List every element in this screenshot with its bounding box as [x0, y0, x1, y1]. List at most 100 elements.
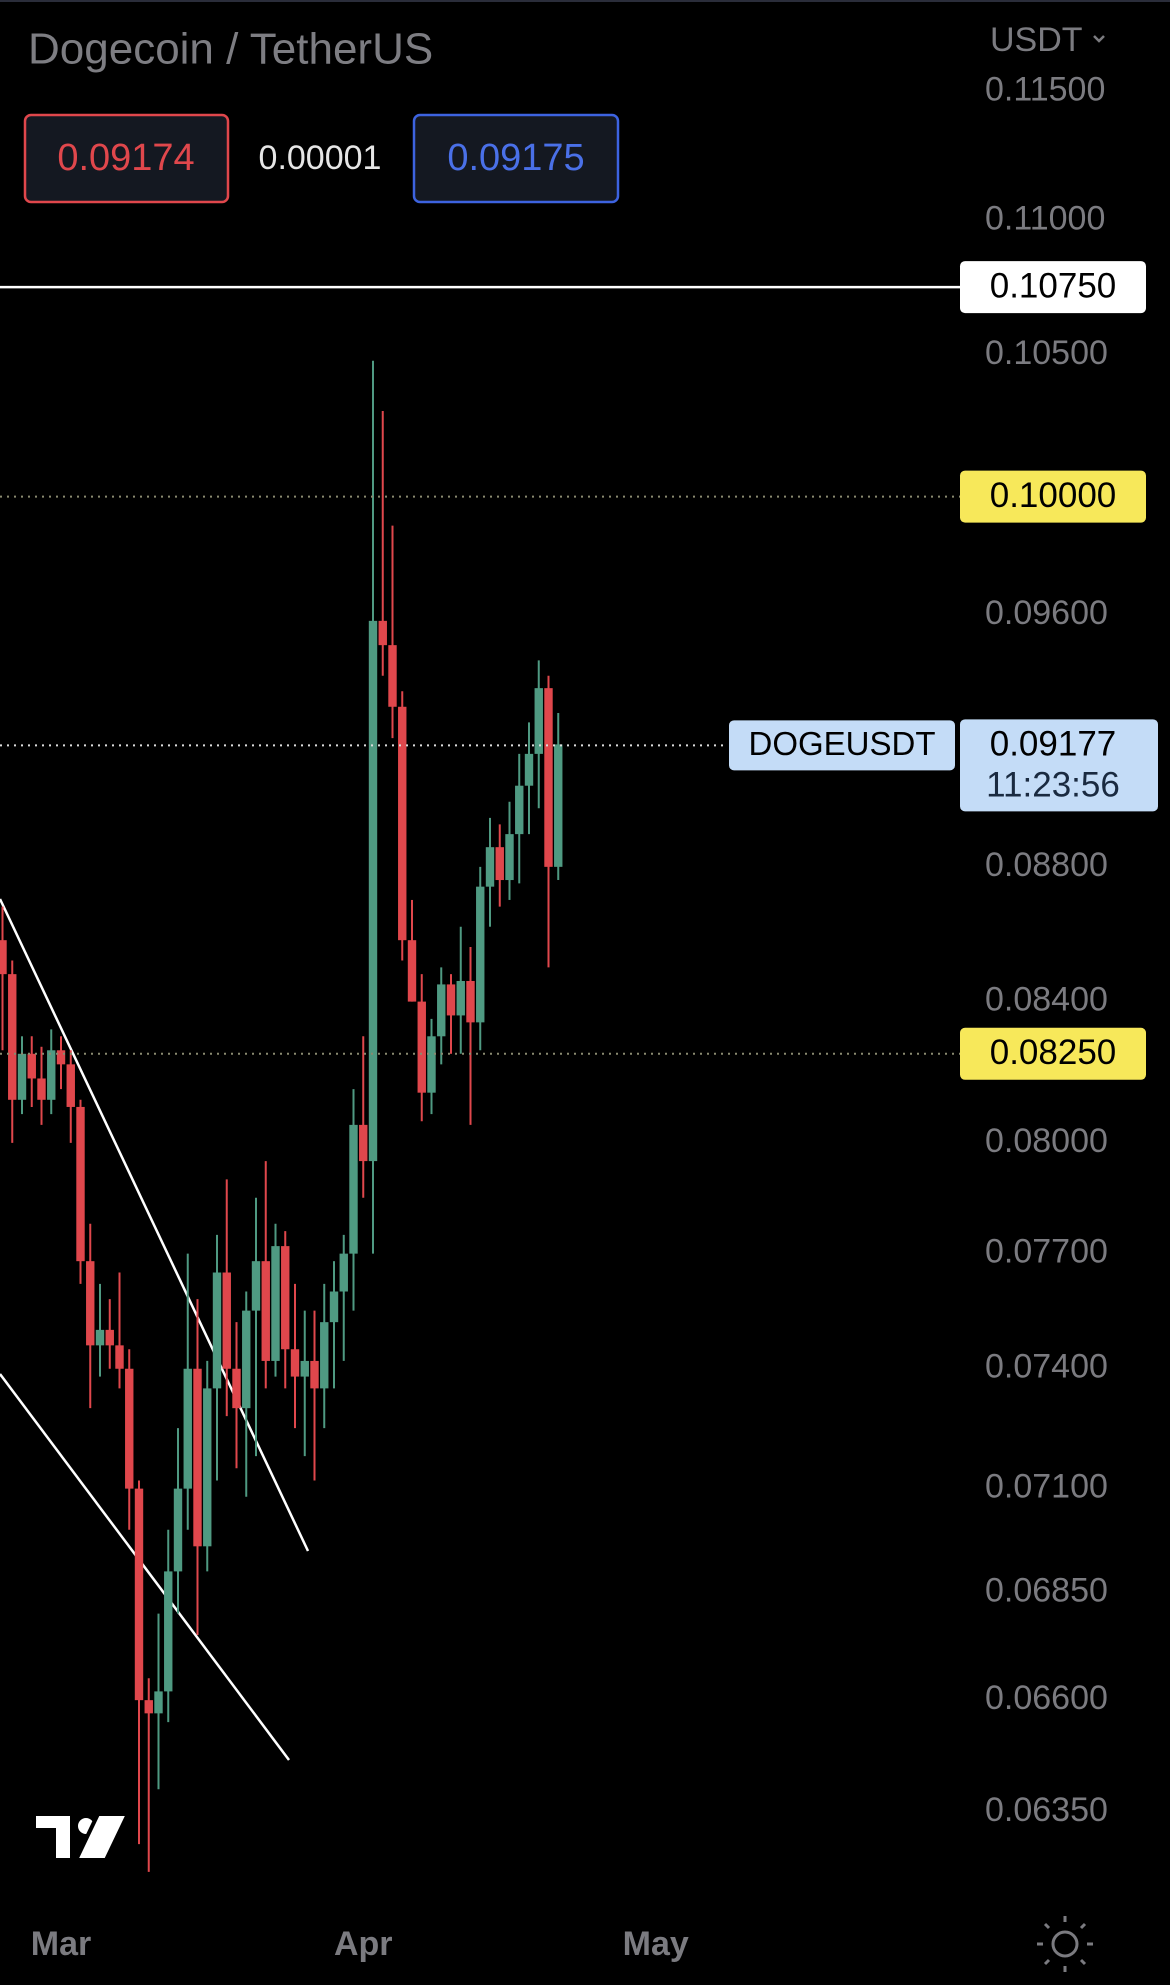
candle-body [232, 1368, 241, 1409]
y-tick-label: 0.07100 [985, 1468, 1108, 1506]
candle-body [359, 1124, 368, 1162]
candle-body [437, 984, 446, 1037]
x-tick-label: May [623, 1925, 689, 1963]
candles-layer [0, 360, 563, 1872]
candle-body [47, 1050, 56, 1100]
sun-core[interactable] [1051, 1930, 1079, 1958]
candle-body [290, 1349, 300, 1377]
candle-body [183, 1368, 192, 1489]
bid-button[interactable]: 0.09174 [23, 113, 230, 204]
candle-body [505, 834, 514, 881]
chart-title: Dogecoin / TetherUS [28, 25, 433, 74]
candle-body [193, 1368, 202, 1547]
y-tick-label: 0.08800 [985, 846, 1108, 884]
price-line-box [960, 470, 1146, 523]
bid-price[interactable]: 0.09174 [57, 137, 194, 179]
candle-body [27, 1053, 36, 1079]
bid-box[interactable] [23, 113, 230, 204]
candle-body [329, 1291, 339, 1323]
y-tick-label: 0.08400 [985, 981, 1108, 1019]
logo [32, 1812, 132, 1862]
chevron[interactable] [1093, 35, 1105, 43]
candle-body [495, 847, 504, 881]
last-price-label: 0.09177 [990, 725, 1117, 764]
candle-body [515, 785, 524, 835]
candle-body [271, 1246, 280, 1361]
spread: 0.00001 [259, 139, 382, 177]
price-line-label: 0.08250 [990, 1033, 1117, 1072]
sun-rays[interactable] [1037, 1916, 1093, 1972]
candle-body [446, 984, 456, 1016]
candle-body [281, 1246, 290, 1350]
candle-body [554, 744, 563, 867]
candle-body [349, 1124, 358, 1254]
y-tick-label: 0.10500 [985, 334, 1108, 372]
y-tick-label: 0.07700 [985, 1233, 1108, 1271]
candle-body [388, 645, 397, 707]
candle-body [476, 886, 485, 1023]
logo-t [32, 1812, 74, 1862]
y-tick-label: 0.11000 [985, 199, 1105, 237]
candle-body [86, 1261, 95, 1346]
last-price-box [960, 719, 1158, 812]
price-line-box [960, 1027, 1146, 1080]
candle-body [534, 688, 543, 754]
candle-body [544, 688, 553, 867]
symbol-label: DOGEUSDT [748, 725, 935, 762]
settings-icon[interactable] [1037, 1916, 1093, 1972]
candle-body [251, 1261, 261, 1311]
x-tick-label: Apr [334, 1925, 393, 1963]
candle-body [134, 1488, 144, 1701]
symbol-box [729, 720, 955, 771]
candle-body [398, 706, 407, 941]
candle-body [378, 620, 387, 646]
candle-body [8, 974, 17, 1100]
currency[interactable]: USDT [990, 21, 1083, 59]
y-tick-label: 0.07400 [985, 1348, 1108, 1386]
logo-v [72, 1812, 132, 1862]
candle-body [212, 1272, 222, 1389]
x-tick-label: Mar [31, 1925, 91, 1963]
candle-body [115, 1345, 124, 1369]
candle-body [95, 1329, 105, 1346]
candle-body [524, 753, 534, 786]
price-line-label: 0.10750 [990, 266, 1117, 305]
candle-body [164, 1571, 173, 1692]
candle-body [417, 1001, 426, 1093]
candle-body [173, 1488, 183, 1572]
ask-button[interactable]: 0.09175 [412, 113, 620, 204]
labels-layer: 0.11500 0.11000 0.10500 0.09600 0.08800 0.084… [31, 71, 1158, 1963]
y-tick-label: 0.06850 [985, 1571, 1108, 1609]
candle-body [203, 1388, 212, 1547]
candle-body [427, 1036, 436, 1093]
trend-line [0, 1373, 291, 1761]
candle-body [222, 1272, 231, 1369]
candle-body [66, 1064, 75, 1107]
candle-body [300, 1360, 309, 1377]
candle-body [125, 1368, 134, 1489]
y-tick-label: 0.08000 [985, 1122, 1108, 1160]
candle-body [37, 1078, 46, 1100]
candle-body [339, 1253, 348, 1292]
lines-layer [0, 285, 960, 1055]
candle-body [56, 1050, 66, 1065]
candle-body [17, 1053, 27, 1100]
currency-dropdown[interactable]: USDT [990, 21, 1105, 59]
candle-body [485, 847, 495, 887]
candle-body [0, 940, 7, 975]
y-tick-label: 0.06600 [985, 1679, 1108, 1717]
y-tick-label: 0.11500 [985, 71, 1105, 109]
candle-body [368, 620, 378, 1162]
candle-body [320, 1322, 329, 1389]
candle-body [144, 1700, 153, 1714]
ask-box[interactable] [412, 113, 620, 204]
price-line-label: 0.10000 [990, 476, 1117, 515]
candle-body [154, 1691, 163, 1714]
candle-body [407, 940, 417, 1002]
ask-price[interactable]: 0.09175 [447, 137, 584, 179]
y-tick-label: 0.09600 [985, 594, 1108, 632]
candle-body [466, 980, 475, 1023]
price-line-box [960, 261, 1146, 314]
